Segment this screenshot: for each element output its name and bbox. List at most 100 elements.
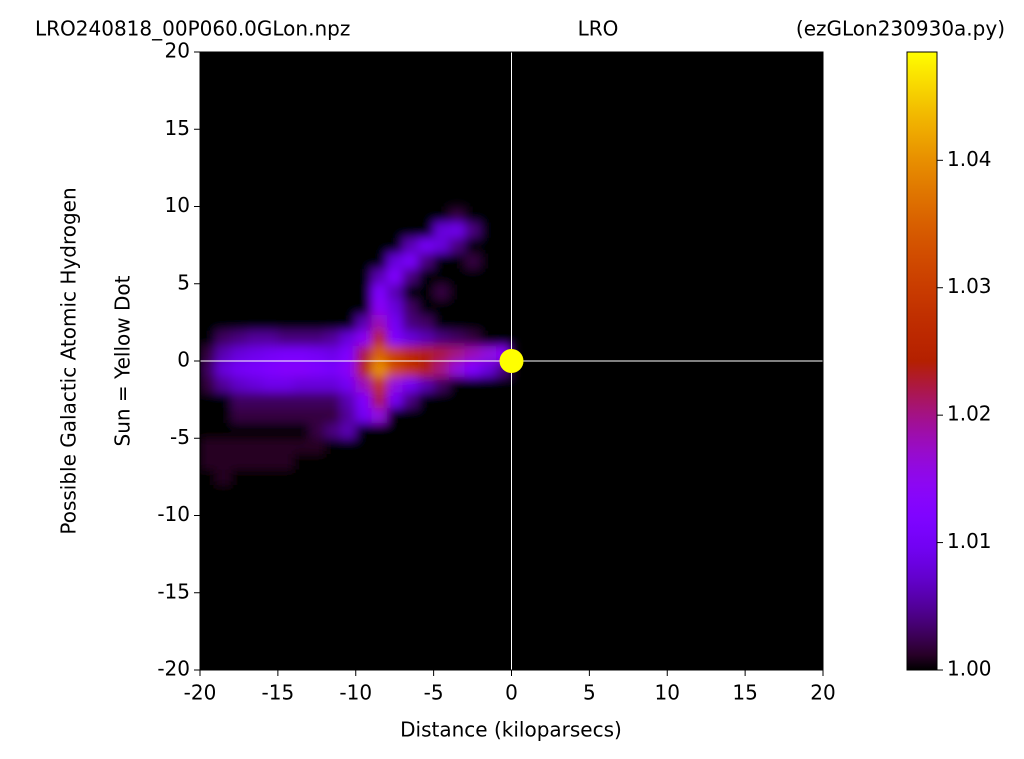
heat-cell bbox=[371, 422, 388, 439]
heat-cell bbox=[200, 237, 217, 254]
heat-cell bbox=[433, 407, 450, 424]
y-tick-label: -5 bbox=[170, 425, 190, 449]
heat-cell bbox=[480, 376, 497, 393]
heat-cell bbox=[371, 438, 388, 455]
heat-cell bbox=[402, 283, 419, 300]
heat-cell bbox=[433, 237, 450, 254]
heat-cell bbox=[355, 299, 372, 316]
heat-cell bbox=[293, 345, 310, 362]
heat-cell bbox=[402, 221, 419, 238]
heat-cell bbox=[262, 283, 279, 300]
heat-cell bbox=[495, 221, 512, 238]
heat-cell bbox=[262, 345, 279, 362]
heat-cell bbox=[277, 376, 294, 393]
heat-cell bbox=[480, 268, 497, 285]
heat-cell bbox=[215, 283, 232, 300]
x-tick-label: 0 bbox=[505, 681, 518, 705]
heat-cell bbox=[464, 422, 481, 439]
heat-cell bbox=[433, 438, 450, 455]
heat-cell bbox=[386, 422, 403, 439]
heat-cell bbox=[200, 206, 217, 223]
heat-cell bbox=[200, 438, 217, 455]
heat-cell bbox=[418, 422, 435, 439]
heat-cell bbox=[200, 407, 217, 424]
heat-cell bbox=[200, 252, 217, 269]
heat-cell bbox=[262, 500, 279, 516]
heat-cell bbox=[449, 237, 466, 254]
heat-cell bbox=[449, 407, 466, 424]
heat-cell bbox=[355, 422, 372, 439]
heat-cell bbox=[433, 314, 450, 331]
heat-cell bbox=[371, 361, 388, 377]
heat-cell bbox=[324, 376, 341, 393]
heat-cell bbox=[309, 484, 326, 501]
heat-cell bbox=[293, 268, 310, 285]
heat-cell bbox=[340, 361, 357, 377]
heat-cell bbox=[402, 237, 419, 254]
heat-cell bbox=[293, 438, 310, 455]
heat-cell bbox=[324, 330, 341, 347]
heat-cell bbox=[449, 345, 466, 362]
heat-cell bbox=[495, 407, 512, 424]
heat-cell bbox=[200, 330, 217, 347]
heat-cell bbox=[371, 407, 388, 424]
heat-cell bbox=[386, 237, 403, 254]
heat-cell bbox=[215, 407, 232, 424]
heat-cell bbox=[355, 453, 372, 470]
heat-cell bbox=[277, 283, 294, 300]
heat-cell bbox=[277, 361, 294, 377]
heat-cell bbox=[231, 330, 248, 347]
heat-cell bbox=[215, 252, 232, 269]
heat-cell bbox=[355, 268, 372, 285]
heat-cell bbox=[231, 500, 248, 516]
heat-cell bbox=[231, 237, 248, 254]
heat-cell bbox=[231, 206, 248, 223]
heat-cell bbox=[371, 206, 388, 223]
heat-cell bbox=[355, 283, 372, 300]
heat-cell bbox=[402, 500, 419, 516]
heat-cell bbox=[464, 221, 481, 238]
heat-cell bbox=[449, 422, 466, 439]
heat-cell bbox=[464, 283, 481, 300]
heat-cell bbox=[200, 283, 217, 300]
heat-cell bbox=[355, 314, 372, 331]
heat-cell bbox=[340, 268, 357, 285]
heat-cell bbox=[293, 206, 310, 223]
heat-cell bbox=[386, 438, 403, 455]
heat-cell bbox=[200, 345, 217, 362]
heat-cell bbox=[215, 330, 232, 347]
heat-cell bbox=[309, 453, 326, 470]
heat-cell bbox=[200, 376, 217, 393]
heat-cell bbox=[355, 376, 372, 393]
heat-cell bbox=[293, 407, 310, 424]
heat-cell bbox=[433, 299, 450, 316]
heat-cell bbox=[433, 283, 450, 300]
heat-cell bbox=[402, 376, 419, 393]
heat-cell bbox=[277, 252, 294, 269]
y-tick-label: -10 bbox=[157, 502, 190, 526]
heat-cell bbox=[480, 345, 497, 362]
heat-cell bbox=[433, 500, 450, 516]
heat-cell bbox=[355, 345, 372, 362]
heat-cell bbox=[371, 453, 388, 470]
heat-cell bbox=[309, 299, 326, 316]
heat-cell bbox=[480, 283, 497, 300]
heat-cell bbox=[418, 500, 435, 516]
colorbar-tick-label: 1.01 bbox=[947, 529, 992, 553]
heat-cell bbox=[200, 469, 217, 486]
heat-cell bbox=[200, 299, 217, 316]
colorbar bbox=[906, 51, 938, 671]
heat-cell bbox=[449, 376, 466, 393]
colorbar-tick-label: 1.00 bbox=[947, 657, 992, 681]
heat-cell bbox=[293, 469, 310, 486]
heat-cell bbox=[495, 268, 512, 285]
heat-cell bbox=[277, 438, 294, 455]
heat-cell bbox=[464, 206, 481, 223]
x-tick-label: -5 bbox=[424, 681, 444, 705]
heat-cell bbox=[293, 484, 310, 501]
heat-cell bbox=[449, 453, 466, 470]
heat-cell bbox=[495, 283, 512, 300]
heat-cell bbox=[246, 299, 263, 316]
heat-cell bbox=[293, 252, 310, 269]
heat-cell bbox=[340, 438, 357, 455]
